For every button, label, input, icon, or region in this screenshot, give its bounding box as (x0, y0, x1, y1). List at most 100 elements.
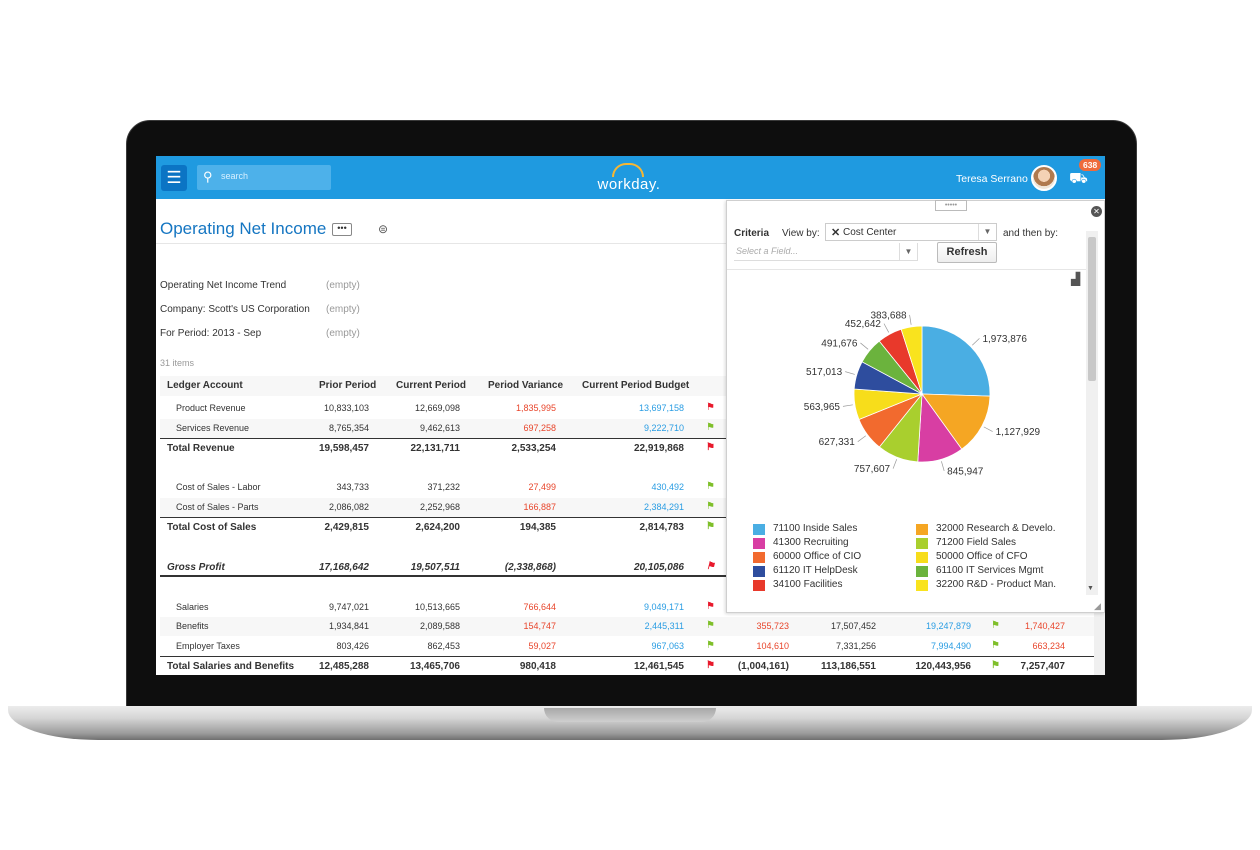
variance-cell: 1,835,995 (515, 403, 556, 413)
search-input[interactable]: ⚲ search (197, 165, 331, 190)
extra-cell: 120,443,956 (915, 661, 971, 672)
prior-cell: 8,765,354 (328, 423, 369, 433)
pie-slice[interactable] (921, 393, 991, 450)
pie-slice[interactable] (900, 325, 923, 395)
column-header[interactable]: Prior Period (319, 380, 377, 391)
laptop-notch (544, 708, 716, 722)
account-cell[interactable]: Product Revenue (176, 403, 246, 413)
logo-text: workday. (597, 176, 661, 193)
extra-cell: 104,610 (756, 641, 789, 651)
account-cell[interactable]: Salaries (176, 602, 209, 612)
chart-panel: ••••• ✕ Criteria View by: ✕ Cost Center … (726, 200, 1105, 613)
flag-icon: ⚑ (706, 422, 715, 433)
account-cell[interactable]: Total Salaries and Benefits (167, 661, 295, 672)
notification-badge[interactable]: 638 (1079, 159, 1102, 171)
current-cell: 2,624,200 (415, 522, 461, 533)
account-cell[interactable]: Total Revenue (167, 443, 235, 454)
chart-type-icon[interactable]: ▟ (1071, 272, 1081, 286)
top-bar: ☰ ⚲ search workday. Teresa Serrano ⛟ 638 (156, 156, 1105, 199)
prior-cell: 803,426 (336, 641, 369, 651)
table-row[interactable]: Employer Taxes 803,426 862,453 59,027 967,06… (160, 637, 1105, 656)
field-select[interactable]: Select a Field... ▼ (734, 243, 918, 261)
legend-swatch (916, 552, 928, 563)
table-row[interactable]: Total Revenue 19,598,457 22,131,711 2,533,2… (160, 438, 1105, 457)
budget-cell: 2,384,291 (643, 502, 684, 512)
slice-value-label: 517,013 (806, 367, 843, 378)
drag-handle[interactable]: ••••• (935, 200, 967, 211)
budget-cell: 9,049,171 (643, 602, 684, 612)
remove-icon[interactable]: ✕ (831, 227, 841, 239)
current-cell: 9,462,613 (419, 423, 460, 433)
chevron-down-icon[interactable]: ▼ (978, 224, 996, 240)
scroll-down-icon[interactable]: ▼ (1087, 585, 1094, 592)
refresh-icon[interactable]: ⊜ (378, 222, 389, 236)
prior-cell: 17,168,642 (318, 562, 369, 573)
refresh-button[interactable]: Refresh (937, 242, 997, 263)
legend-label: 71200 Field Sales (936, 537, 1017, 548)
scroll-thumb[interactable] (1088, 237, 1096, 381)
related-actions-button[interactable]: ••• (332, 223, 352, 236)
account-cell[interactable]: Cost of Sales - Parts (176, 502, 259, 512)
user-name[interactable]: Teresa Serrano (956, 173, 1028, 185)
resize-grip-icon[interactable]: ◢ (1094, 601, 1101, 611)
current-cell: 2,252,968 (419, 502, 460, 512)
column-header[interactable]: Ledger Account (167, 380, 243, 391)
current-cell: 862,453 (427, 641, 460, 651)
column-header[interactable]: Current Period (396, 380, 467, 391)
table-row[interactable]: Total Cost of Sales 2,429,815 2,624,200 194… (160, 517, 1105, 536)
current-cell: 2,089,588 (419, 621, 460, 631)
panel-scrollbar[interactable] (1086, 231, 1098, 595)
flag-icon: ⚑ (706, 601, 715, 612)
close-icon[interactable]: ✕ (1091, 206, 1102, 217)
extra-cell: 1,740,427 (1024, 621, 1065, 631)
prompt-label: For Period: 2013 - Sep (160, 328, 262, 339)
legend-label: 61100 IT Services Mgmt (936, 565, 1044, 576)
view-by-select[interactable]: ✕ Cost Center ▼ (825, 223, 997, 241)
legend-label: 61120 IT HelpDesk (773, 565, 858, 576)
account-cell[interactable]: Employer Taxes (176, 641, 240, 651)
legend-label: 32200 R&D - Product Man. (936, 579, 1057, 590)
flag-icon: ⚑ (706, 501, 715, 512)
prior-cell: 2,086,082 (328, 502, 369, 512)
slice-value-label: 383,688 (870, 310, 907, 321)
slice-value-label: 563,965 (804, 402, 841, 413)
workday-logo[interactable]: workday. (596, 163, 662, 193)
column-header[interactable]: Current Period Budget (582, 380, 690, 391)
prior-cell: 10,833,103 (323, 403, 369, 413)
account-cell[interactable]: Benefits (176, 621, 209, 631)
leader-line (857, 435, 867, 442)
menu-icon[interactable]: ☰ (161, 165, 187, 191)
budget-cell: 22,919,868 (633, 443, 684, 454)
table-row[interactable]: Product Revenue 10,833,103 12,669,098 1,835… (160, 399, 1105, 418)
account-cell[interactable]: Gross Profit (167, 562, 225, 573)
pie-slice[interactable] (921, 325, 991, 397)
current-cell: 12,669,098 (414, 403, 460, 413)
flag-icon: ⚑ (706, 640, 715, 651)
items-count: 31 items (160, 358, 195, 368)
account-cell[interactable]: Cost of Sales - Labor (176, 482, 261, 492)
chevron-down-icon[interactable]: ▼ (899, 243, 917, 260)
table-row[interactable]: Total Salaries and Benefits 12,485,288 13,… (160, 656, 1105, 675)
column-header[interactable]: Period Variance (488, 380, 564, 391)
legend-label: 60000 Office of CIO (773, 551, 862, 562)
table-row[interactable]: Gross Profit 17,168,642 19,507,511 (2,338,8… (160, 558, 1105, 577)
inbox-icon[interactable]: ⛟ (1069, 170, 1088, 187)
slice-value-label: 757,607 (854, 464, 891, 475)
table-row[interactable]: Cost of Sales - Labor 343,733 371,232 27,49… (160, 478, 1105, 497)
divider (727, 269, 1087, 270)
variance-cell: 59,027 (528, 641, 556, 651)
legend-swatch (753, 538, 765, 549)
slice-value-label: 491,676 (821, 338, 858, 349)
table-row[interactable]: Salaries 9,747,021 10,513,665 766,644 9,049,… (160, 598, 1105, 617)
slice-value-label: 627,331 (819, 437, 856, 448)
legend-swatch (753, 566, 765, 577)
app-screen: ☰ ⚲ search workday. Teresa Serrano ⛟ 638… (156, 156, 1105, 675)
flag-icon: ⚑ (991, 660, 1000, 671)
account-cell[interactable]: Total Cost of Sales (167, 522, 257, 533)
flag-icon: ⚑ (991, 640, 1000, 651)
avatar[interactable] (1031, 165, 1057, 191)
extra-cell: 17,507,452 (830, 621, 876, 631)
account-cell[interactable]: Services Revenue (176, 423, 250, 433)
variance-cell: 166,887 (523, 502, 556, 512)
table-row[interactable]: Benefits 1,934,841 2,089,588 154,747 2,445,3… (160, 617, 1105, 636)
